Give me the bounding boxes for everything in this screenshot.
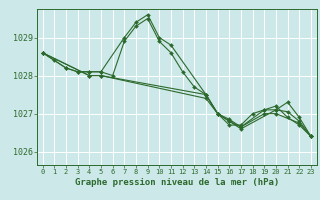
X-axis label: Graphe pression niveau de la mer (hPa): Graphe pression niveau de la mer (hPa): [75, 178, 279, 187]
